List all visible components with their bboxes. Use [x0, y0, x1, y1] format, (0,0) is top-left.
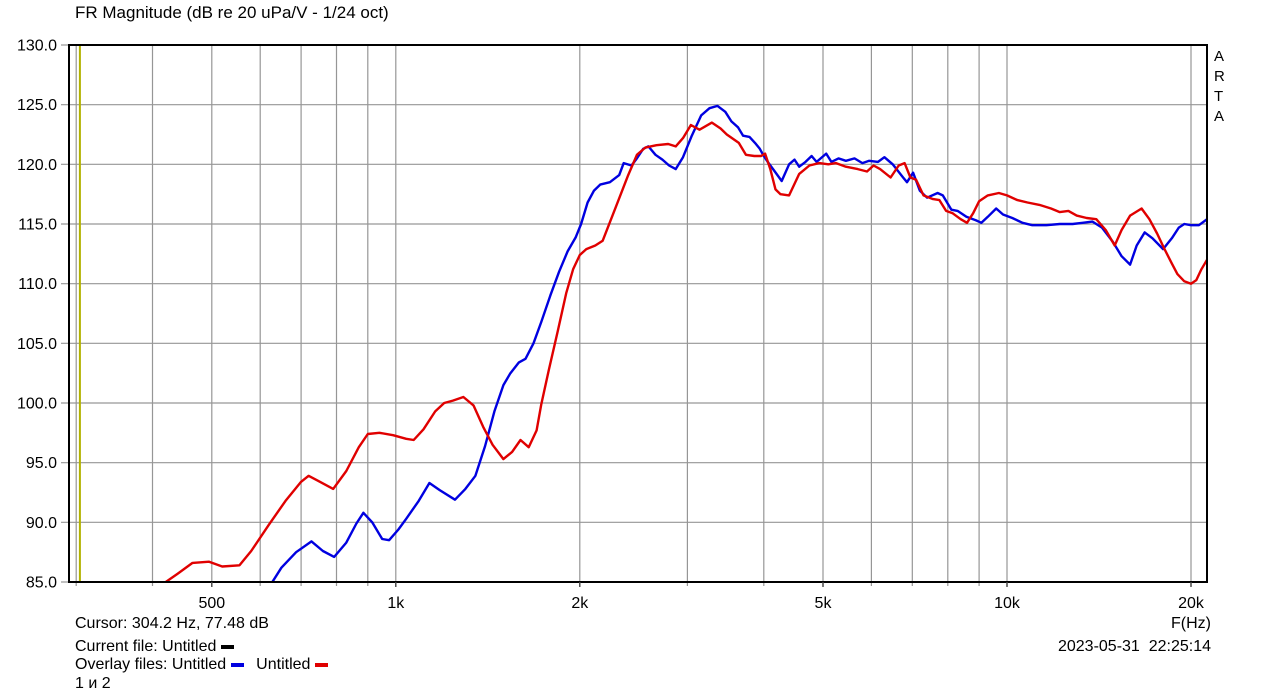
y-axis-label: 100.0 — [17, 396, 57, 413]
y-axis-label: 125.0 — [17, 97, 57, 114]
x-axis-label: 5k — [815, 595, 833, 612]
overlay-note-text: 1 и 2 — [75, 675, 111, 692]
timestamp: 2023-05-31 22:25:14 — [1057, 638, 1211, 655]
y-axis-label: 105.0 — [17, 336, 57, 353]
plot-border — [68, 44, 1208, 583]
cursor-readout: Cursor: 304.2 Hz, 77.48 dB — [75, 615, 269, 633]
x-axis-label: 2k — [571, 595, 589, 612]
y-axis-label: 115.0 — [18, 217, 57, 234]
overlay-note: 1 и 2 — [75, 675, 111, 693]
y-axis-label: 85.0 — [26, 575, 57, 592]
x-axis-label: 1k — [387, 595, 405, 612]
y-axis-label: 120.0 — [17, 157, 57, 174]
x-axis-label: 500 — [198, 595, 225, 612]
x-axis-label: 20k — [1178, 595, 1205, 612]
y-axis-label: 110.0 — [18, 276, 57, 293]
overlay2-label: Untitled — [256, 656, 311, 673]
overlay2-marker — [315, 663, 329, 667]
y-axis-label: 130.0 — [17, 38, 57, 55]
plot-title: FR Magnitude (dB re 20 uPa/V - 1/24 oct) — [75, 3, 389, 22]
fr-curve-overlay-1[interactable] — [269, 104, 1207, 587]
y-axis-label: 95.0 — [26, 455, 57, 472]
current-file-marker — [221, 645, 235, 649]
overlay-files-line: Overlay files: Untitled Untitled — [75, 656, 329, 674]
overlay-files-label: Overlay files: Untitled — [75, 656, 227, 673]
overlay1-marker — [231, 663, 245, 667]
cursor-readout-text: Cursor: 304.2 Hz, 77.48 dB — [75, 615, 269, 632]
y-axis-label: 90.0 — [26, 515, 57, 532]
arta-watermark: A R T A — [1214, 48, 1225, 125]
current-file-line: Current file: Untitled — [75, 638, 235, 656]
x-axis-label: 10k — [994, 595, 1021, 612]
current-file-label: Current file: Untitled — [75, 638, 217, 655]
fr-curve-overlay-2[interactable] — [162, 121, 1207, 585]
x-axis-unit: F(Hz) — [1171, 615, 1211, 632]
